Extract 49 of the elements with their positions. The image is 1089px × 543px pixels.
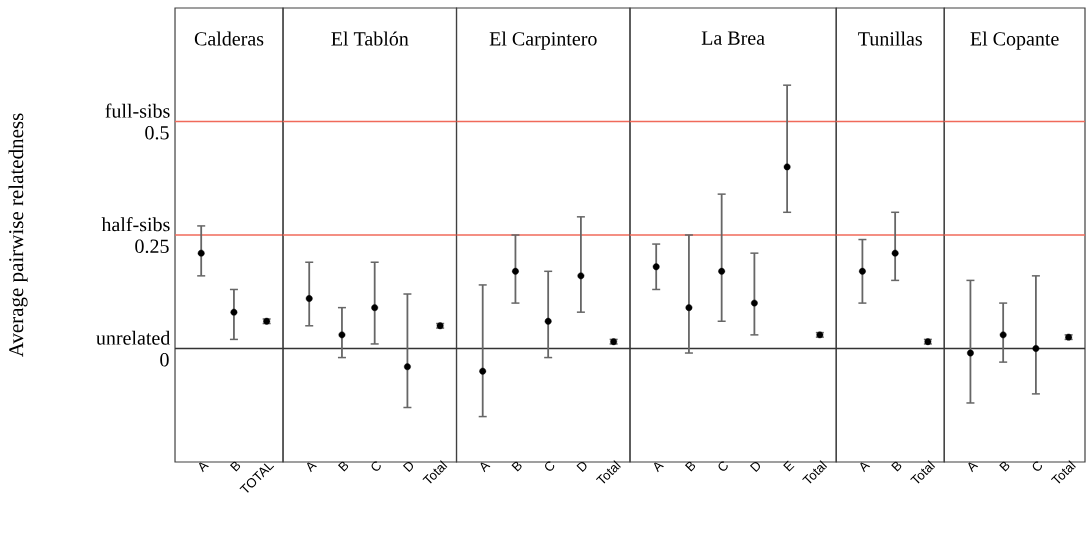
text: Calderas	[194, 31, 264, 46]
x-tick-label: B	[891, 461, 902, 472]
x-tick-label: B	[684, 461, 696, 472]
x-tick-label: A	[968, 462, 979, 473]
text: Tunillas	[858, 31, 922, 46]
x-tick-label: D	[576, 462, 587, 473]
point	[404, 363, 411, 371]
point	[718, 267, 726, 275]
point	[544, 317, 552, 325]
point	[371, 304, 379, 312]
y-tick-label: 0.25	[135, 239, 169, 254]
y-tick-label: 0.5	[145, 126, 169, 140]
x-tick-label: C	[371, 461, 381, 471]
point	[783, 163, 791, 171]
text: El Carpintero	[489, 31, 597, 50]
x-tick-label: B	[337, 461, 349, 472]
ref-line-label: unrelated	[96, 330, 171, 345]
x-tick-label: C	[545, 461, 555, 471]
x-tick-label: A	[860, 462, 871, 473]
x-tick-label: C	[1032, 461, 1042, 471]
x-tick-label: D	[402, 462, 413, 473]
x-tick-label: B	[511, 461, 522, 472]
point	[1032, 345, 1040, 352]
point	[999, 331, 1007, 339]
x-tick-label: D	[749, 462, 760, 473]
point	[967, 349, 974, 357]
point	[685, 304, 693, 312]
y-axis-title: Average pairwise relatedness	[8, 113, 28, 358]
ref-line-label: half-sibs	[101, 217, 170, 232]
text: La Brea	[701, 31, 765, 45]
text: El Copante	[970, 31, 1059, 50]
y-tick-label: 0	[160, 353, 169, 367]
x-tick-label: A	[307, 462, 317, 473]
point	[305, 295, 313, 302]
x-tick-label: A	[480, 462, 491, 473]
point	[652, 263, 660, 271]
x-tick-label: B	[229, 461, 241, 472]
point	[479, 367, 487, 375]
x-tick-label: A	[199, 462, 209, 473]
x-tick-label: E	[783, 460, 795, 472]
x-tick-label: A	[654, 462, 664, 473]
ref-line-label: full-sibs	[105, 103, 170, 118]
point	[512, 267, 519, 275]
point	[750, 299, 758, 307]
x-tick-label: C	[718, 461, 728, 471]
text: El Tablón	[331, 31, 409, 46]
point	[338, 331, 346, 339]
point	[577, 272, 585, 280]
x-tick-label: B	[999, 461, 1010, 472]
